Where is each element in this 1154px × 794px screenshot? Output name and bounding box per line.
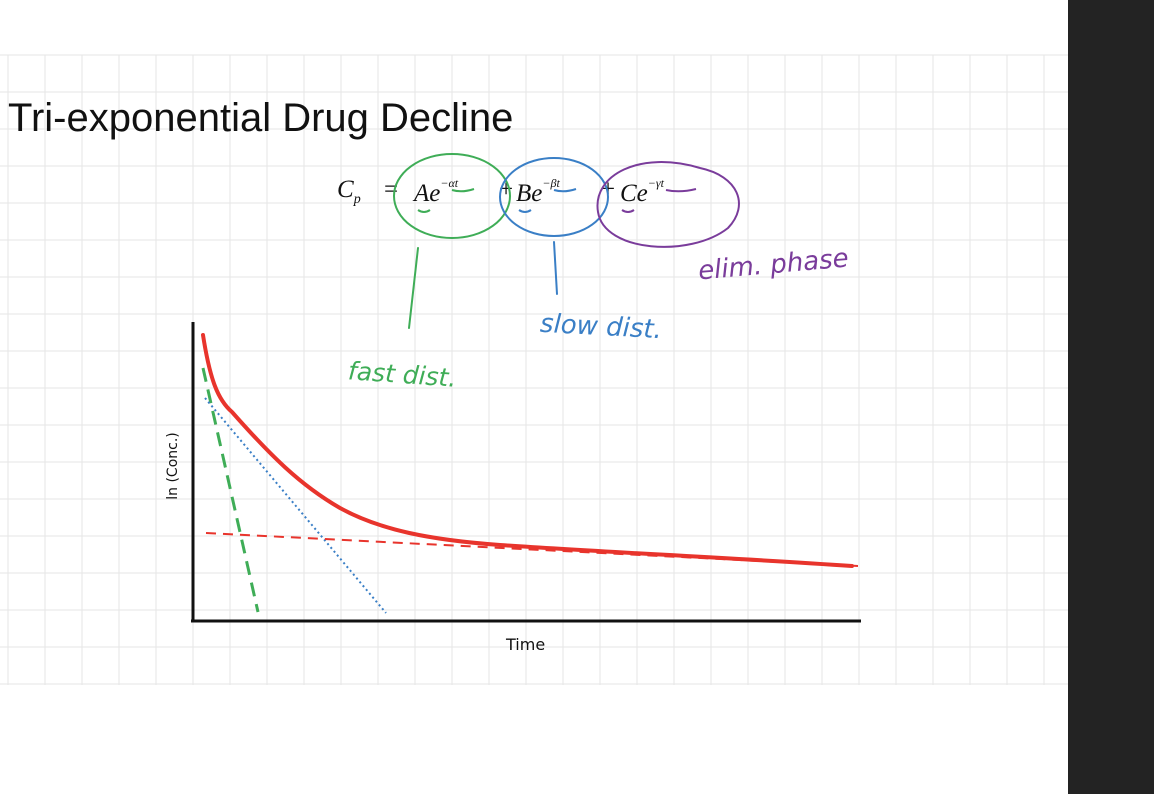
fast-phase-line [201, 367, 260, 613]
decline-graph [191, 322, 861, 623]
equation-term-a: Ae−αt [414, 176, 459, 207]
y-axis-label: ln (Conc.) [165, 432, 181, 500]
slide-title: Tri-exponential Drug Decline [8, 96, 514, 140]
slide: Tri-exponential Drug Decline Cp = Ae−αt … [0, 54, 1068, 685]
underline-gamma [665, 188, 697, 193]
underline-b [518, 209, 532, 213]
slow-phase-line [204, 397, 387, 614]
slow-phase-pointer [553, 241, 558, 295]
equation-term-c: Ce−γt [620, 176, 664, 207]
ink-overlay [393, 153, 740, 329]
underline-alpha [451, 188, 475, 193]
concentration-curve [201, 333, 854, 568]
elim-phase-circle [596, 161, 740, 248]
underline-c [621, 209, 635, 213]
equation-term-b: Be−βt [516, 176, 560, 207]
fast-phase-circle [393, 153, 511, 239]
equation-lhs: Cp [337, 176, 361, 207]
fast-phase-pointer [408, 247, 419, 329]
slow-phase-circle [499, 157, 609, 237]
underline-beta [553, 188, 577, 193]
background-grid [0, 54, 1068, 685]
x-axis-label: Time [506, 635, 546, 654]
underline-a [417, 209, 431, 213]
side-panel [1068, 0, 1154, 794]
